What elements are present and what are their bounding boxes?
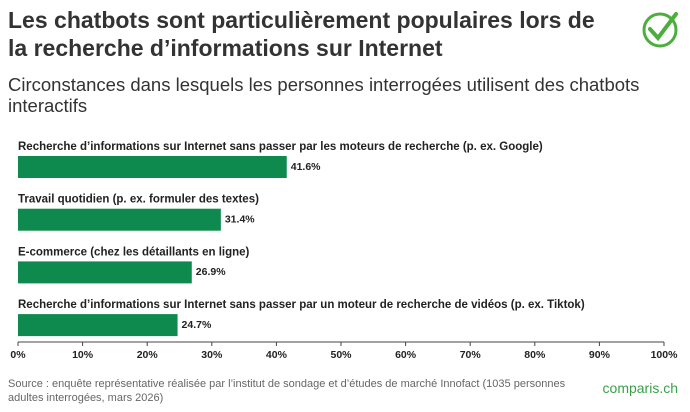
bar bbox=[18, 261, 192, 284]
value-label: 24.7% bbox=[182, 319, 212, 331]
chart-subtitle: Circonstances dans lesquels les personne… bbox=[8, 74, 640, 116]
category-label: Travail quotidien (p. ex. formuler des t… bbox=[18, 194, 259, 206]
category-label: Recherche d’informations sur Internet sa… bbox=[18, 299, 585, 311]
bar bbox=[18, 156, 287, 178]
x-tick-label: 20% bbox=[137, 349, 159, 361]
x-tick-label: 10% bbox=[72, 349, 94, 361]
value-label: 41.6% bbox=[291, 161, 321, 173]
x-tick-label: 80% bbox=[524, 349, 546, 361]
source-note: Source : enquête représentative réalisée… bbox=[8, 378, 566, 404]
x-tick-label: 30% bbox=[201, 349, 223, 361]
x-tick-label: 40% bbox=[266, 349, 288, 361]
bar bbox=[18, 314, 178, 337]
category-label: E-commerce (chez les détaillants en lign… bbox=[18, 246, 250, 258]
x-tick-label: 100% bbox=[651, 349, 679, 361]
value-label: 31.4% bbox=[225, 213, 255, 225]
value-label: 26.9% bbox=[196, 266, 226, 278]
check-icon bbox=[642, 12, 678, 48]
chart-title: Les chatbots sont particulièrement popul… bbox=[8, 7, 595, 61]
category-label: Recherche d’informations sur Internet sa… bbox=[18, 141, 543, 153]
x-tick-label: 50% bbox=[330, 349, 352, 361]
x-tick-label: 70% bbox=[460, 349, 482, 361]
logo: comparis.ch bbox=[602, 380, 678, 396]
x-tick-label: 60% bbox=[395, 349, 417, 361]
x-tick-label: 0% bbox=[10, 349, 26, 361]
x-tick-label: 90% bbox=[589, 349, 611, 361]
bar bbox=[18, 208, 221, 231]
